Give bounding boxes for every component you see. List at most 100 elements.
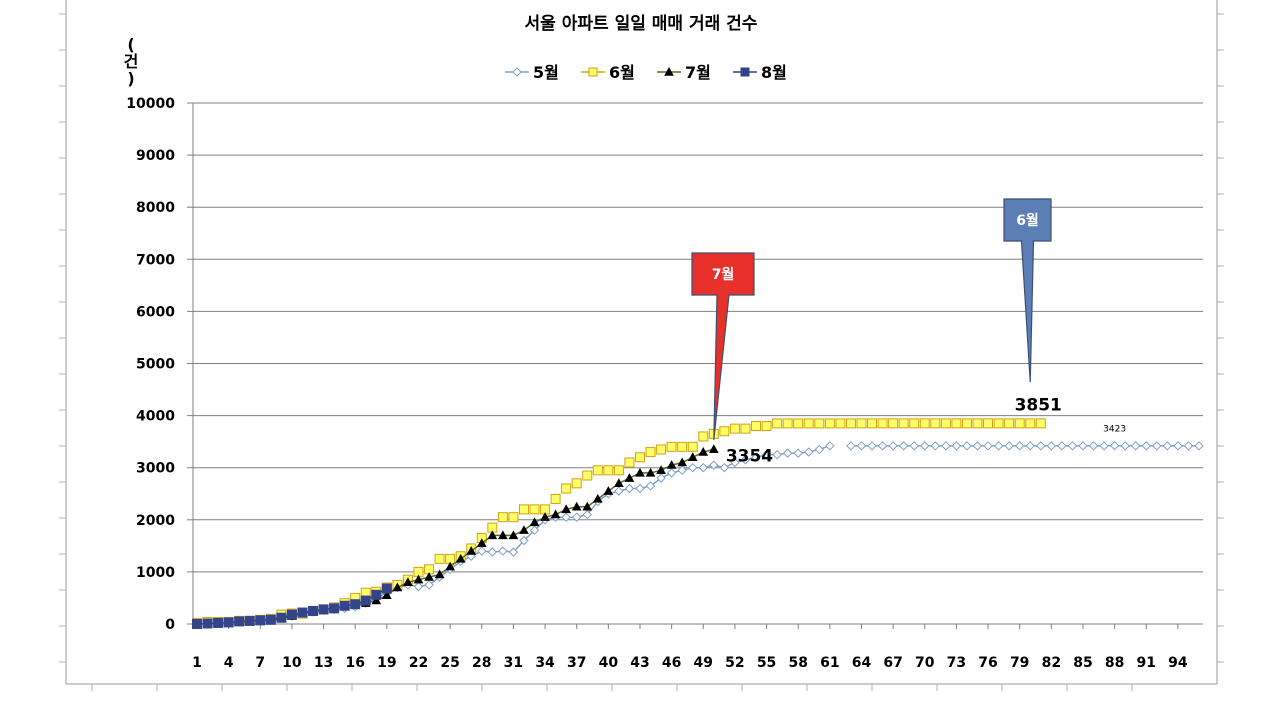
y-axis-title-char: )	[122, 70, 140, 87]
callout-1: 7월	[692, 253, 754, 440]
callouts: 7월 6월	[692, 199, 1051, 440]
data-point	[710, 445, 718, 452]
y-axis-ticks: 0100020003000400050006000700080009000100…	[126, 96, 175, 633]
y-axis-title-char: 건	[122, 53, 140, 70]
data-point	[688, 442, 697, 451]
callout-label: 6월	[1016, 212, 1039, 229]
data-point	[783, 419, 792, 428]
data-point	[625, 474, 633, 481]
data-point	[868, 442, 876, 450]
data-point	[794, 449, 802, 457]
data-point	[351, 600, 360, 609]
data-point	[899, 419, 908, 428]
data-point	[941, 419, 950, 428]
x-tick-label: 76	[978, 655, 997, 671]
chart-title: 서울 아파트 일일 매매 거래 건수	[525, 14, 758, 34]
x-tick-label: 28	[472, 655, 491, 671]
data-point	[857, 419, 866, 428]
x-tick-label: 16	[345, 655, 364, 671]
data-point	[478, 547, 486, 555]
x-tick-label: 52	[725, 655, 744, 671]
data-point	[635, 453, 644, 462]
data-point	[266, 615, 275, 624]
data-point	[382, 584, 391, 593]
data-point	[235, 617, 244, 626]
x-tick-label: 7	[255, 655, 265, 671]
data-point	[287, 610, 296, 619]
data-point	[224, 618, 233, 627]
data-point	[214, 618, 223, 627]
data-point	[1174, 442, 1182, 450]
data-point	[931, 419, 940, 428]
data-point	[730, 424, 739, 433]
legend-label: 6월	[609, 63, 635, 82]
data-point	[857, 442, 865, 450]
data-point	[583, 471, 592, 480]
data-point	[319, 605, 328, 614]
data-point	[309, 606, 318, 615]
data-point	[963, 442, 971, 450]
x-tick-label: 94	[1168, 655, 1188, 671]
y-tick-label: 10000	[126, 96, 175, 112]
data-point	[910, 419, 919, 428]
data-point	[562, 484, 571, 493]
data-point	[794, 419, 803, 428]
legend-item-4: 8월	[733, 63, 787, 82]
data-point	[552, 511, 560, 518]
data-point	[931, 442, 939, 450]
data-point	[509, 513, 518, 522]
data-point	[667, 442, 676, 451]
y-tick-label: 5000	[136, 357, 175, 373]
data-point	[836, 419, 845, 428]
x-tick-label: 82	[1042, 655, 1061, 671]
data-point	[1036, 419, 1045, 428]
data-point	[572, 479, 581, 488]
callout-2: 6월	[1004, 199, 1051, 382]
x-tick-label: 67	[883, 655, 902, 671]
data-point	[784, 449, 792, 457]
data-label: 3851	[1015, 395, 1062, 415]
legend-label: 7월	[685, 63, 711, 82]
data-point	[952, 442, 960, 450]
data-point	[593, 466, 602, 475]
data-point	[203, 619, 212, 628]
data-point	[920, 419, 929, 428]
data-point	[1068, 442, 1076, 450]
x-tick-label: 31	[504, 655, 523, 671]
x-tick-label: 91	[1137, 655, 1156, 671]
data-point	[1111, 442, 1119, 450]
data-point	[921, 442, 929, 450]
data-point	[361, 596, 370, 605]
data-point	[298, 608, 307, 617]
x-tick-label: 13	[314, 655, 333, 671]
callout-label: 7월	[712, 266, 735, 283]
legend-label: 8월	[761, 63, 787, 82]
data-point	[1058, 442, 1066, 450]
x-tick-label: 61	[820, 655, 839, 671]
data-point	[762, 422, 771, 431]
data-point	[1015, 419, 1024, 428]
y-tick-label: 1000	[136, 565, 175, 581]
data-label: 3423	[1103, 425, 1126, 435]
data-point	[974, 442, 982, 450]
data-point	[1005, 442, 1013, 450]
series-layer	[193, 419, 1204, 629]
data-point	[910, 442, 918, 450]
data-label: 3354	[726, 446, 773, 466]
data-point	[614, 466, 623, 475]
data-point	[615, 487, 623, 495]
legend-item-2: 6월	[581, 63, 635, 82]
x-tick-label: 43	[630, 655, 649, 671]
legend-marker	[589, 68, 597, 76]
data-point	[625, 458, 634, 467]
data-point	[984, 419, 993, 428]
data-point	[604, 466, 613, 475]
data-point	[256, 616, 265, 625]
data-point	[994, 419, 1003, 428]
data-point	[1079, 442, 1087, 450]
data-point	[615, 479, 623, 486]
data-point	[889, 419, 898, 428]
x-tick-label: 40	[599, 655, 619, 671]
